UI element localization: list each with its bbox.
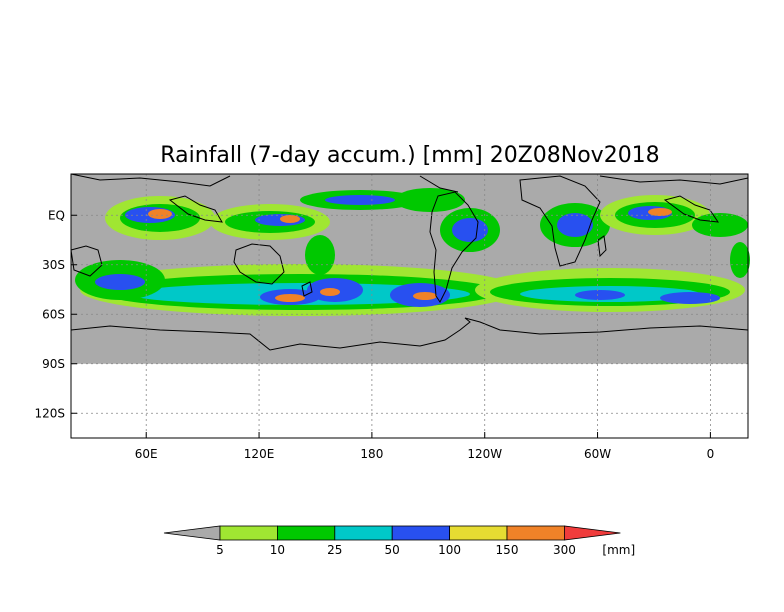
north-landmass-asia-repeat — [599, 175, 749, 185]
longitude-axis: 60E120E180120W60W060E120E — [135, 432, 715, 461]
south-america-coastline — [429, 191, 479, 303]
africa-coastline — [519, 175, 601, 267]
colorbar-label: 150 — [496, 543, 519, 557]
colorbar-segment — [506, 525, 565, 541]
y-tick-label: 30S — [42, 258, 65, 272]
colorbar-segment — [334, 525, 393, 541]
latitude-axis: EQ 30S 60S 90S 120S — [34, 208, 77, 420]
north-landmass-asia — [70, 173, 231, 187]
colorbar-segment — [391, 525, 451, 541]
indonesia-coastline — [168, 195, 223, 223]
x-tick-label: 0 — [707, 447, 715, 461]
australia-coastline — [233, 243, 285, 285]
y-tick-label: 90S — [42, 357, 65, 371]
colorbar-segment — [276, 525, 336, 541]
new-zealand-coastline — [301, 281, 313, 297]
colorbar-label: 25 — [327, 543, 342, 557]
map-frame — [70, 173, 749, 439]
map-title: Rainfall (7-day accum.) [mm] 20Z08Nov201… — [160, 143, 659, 168]
x-tick-label: 120W — [467, 447, 502, 461]
x-tick-label: 60E — [135, 447, 158, 461]
colorbar-below-triangle — [163, 525, 221, 541]
colorbar-segment — [219, 525, 278, 541]
colorbar-label: 10 — [270, 543, 285, 557]
colorbar-label: 50 — [385, 543, 400, 557]
colorbar-legend: 5 10 25 50 100 150 300 [mm] — [163, 525, 635, 557]
madagascar-coastline — [597, 235, 607, 258]
y-tick-label: 120S — [34, 406, 65, 420]
rainfall-field — [75, 188, 750, 316]
colorbar-segment — [449, 525, 508, 541]
colorbar-above-triangle — [564, 525, 621, 541]
x-tick-label: 120E — [244, 447, 275, 461]
colorbar-label: 5 — [216, 543, 224, 557]
colorbar-label: 300 — [553, 543, 576, 557]
y-tick-label: EQ — [48, 208, 65, 222]
x-tick-label: 180 — [360, 447, 383, 461]
north-landmass-america — [419, 175, 459, 193]
map-gridlines — [71, 174, 748, 438]
antarctica-coastline — [70, 317, 749, 351]
coastlines — [70, 173, 749, 351]
colorbar-unit: [mm] — [602, 543, 635, 557]
y-tick-label: 60S — [42, 307, 65, 321]
colorbar-label: 100 — [438, 543, 461, 557]
x-tick-label: 60W — [584, 447, 611, 461]
map-panel: 60E120E180120W60W060E120E EQ30S60S90S120… — [34, 173, 750, 461]
